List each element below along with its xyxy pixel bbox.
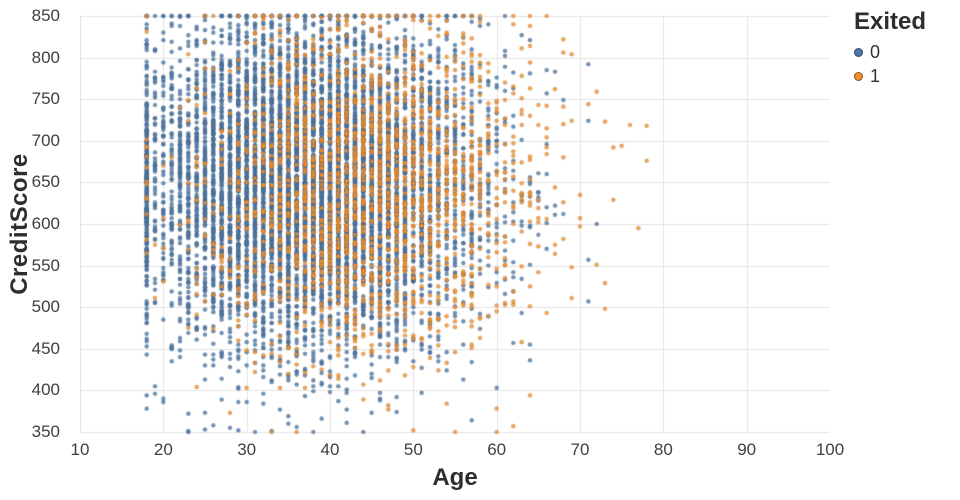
y-tick-label: 650 — [31, 172, 60, 192]
x-tick-label: 70 — [570, 440, 590, 459]
x-tick-label: 80 — [653, 440, 673, 459]
legend-marker-exited-0-icon — [854, 48, 863, 57]
legend-title: Exited — [854, 8, 927, 35]
x-tick-label: 50 — [403, 440, 423, 459]
y-tick-label: 800 — [31, 47, 60, 67]
y-tick-label: 450 — [31, 338, 60, 358]
y-tick-label: 550 — [31, 255, 60, 275]
x-tick-label: 20 — [153, 440, 173, 459]
y-tick-label: 750 — [31, 89, 60, 109]
x-tick-label: 100 — [815, 440, 845, 459]
legend-entry-label: 0 — [870, 42, 881, 62]
plot-area — [80, 12, 830, 436]
scatter-canvas — [80, 12, 830, 436]
y-tick-label: 400 — [31, 380, 60, 400]
y-tick-label: 500 — [31, 297, 60, 317]
x-tick-label: 60 — [487, 440, 507, 459]
x-tick-label: 90 — [737, 440, 757, 459]
x-tick-label: 30 — [237, 440, 257, 459]
x-axis-title: Age — [432, 464, 478, 491]
x-tick-label: 40 — [320, 440, 340, 459]
y-tick-label: 700 — [31, 130, 60, 150]
legend-entry-exited-0: 0 — [854, 42, 926, 63]
x-tick-label: 10 — [70, 440, 90, 459]
x-axis-tick-labels: 10 20 30 40 50 60 70 80 90 100 — [71, 440, 845, 460]
y-tick-label: 350 — [31, 422, 60, 441]
y-tick-label: 850 — [31, 6, 60, 25]
legend: Exited 0 1 — [854, 8, 926, 90]
y-axis-tick-labels: 850 800 750 700 650 600 550 500 450 400 … — [0, 6, 70, 441]
legend-entry-exited-1: 1 — [854, 66, 926, 87]
y-tick-label: 600 — [31, 214, 60, 233]
legend-marker-exited-1-icon — [854, 72, 863, 81]
legend-entry-label: 1 — [870, 66, 881, 86]
